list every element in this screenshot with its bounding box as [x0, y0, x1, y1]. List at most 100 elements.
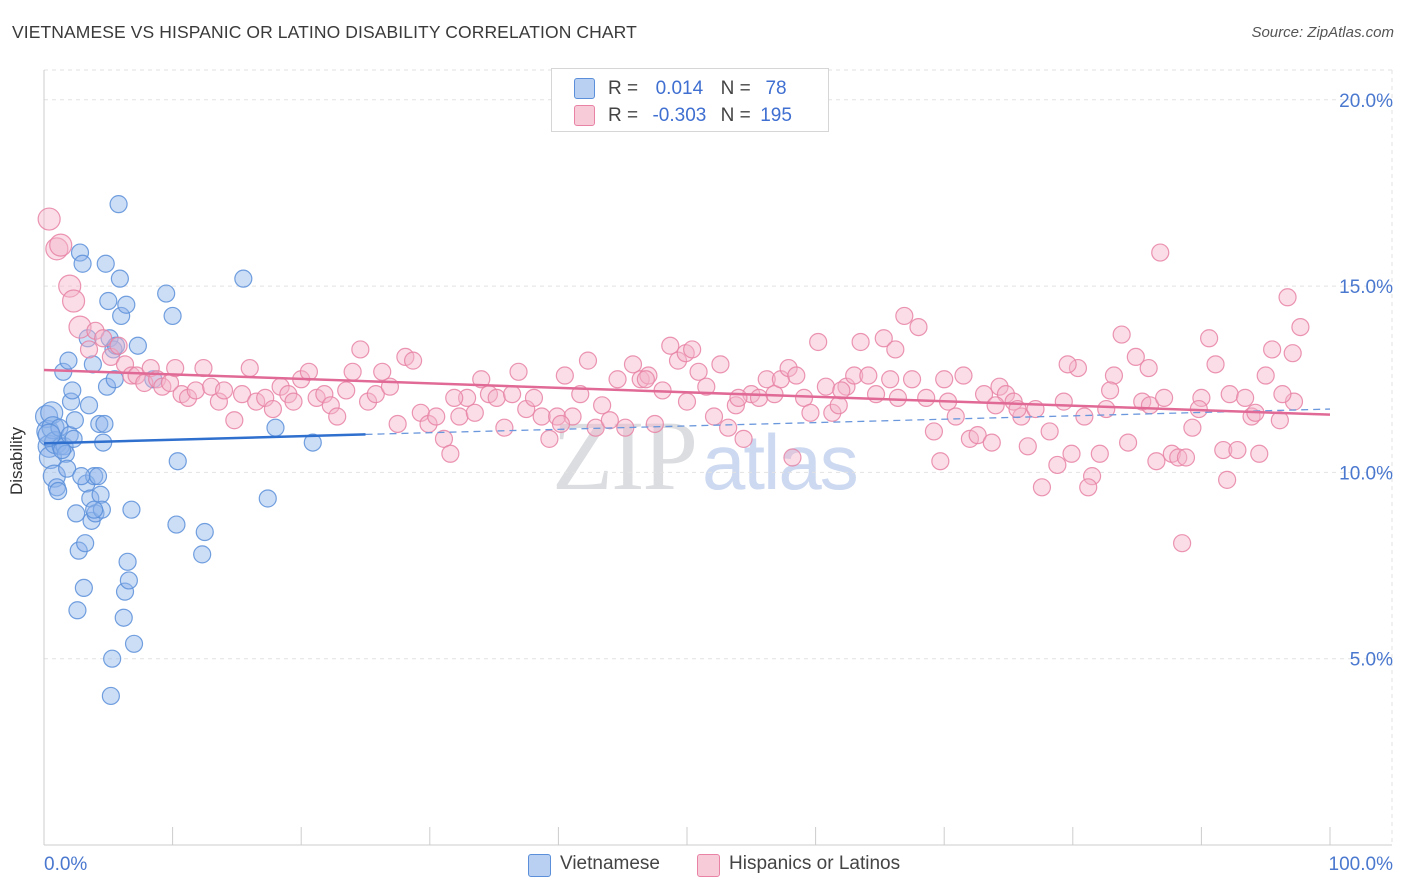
y-tick-label: 20.0% [1339, 91, 1393, 112]
point-vietnamese [157, 284, 176, 303]
point-hispanic [1250, 444, 1269, 463]
point-hispanic [358, 392, 378, 411]
point-hispanic [636, 370, 655, 389]
point-hispanic [829, 396, 848, 415]
point-hispanic [427, 407, 446, 426]
point-hispanic [1126, 347, 1145, 366]
point-vietnamese [303, 433, 322, 452]
point-hispanic [917, 388, 936, 407]
point-hispanic [816, 377, 835, 396]
point-hispanic [779, 358, 798, 378]
point-hispanic [315, 385, 334, 404]
point-hispanic [1176, 448, 1196, 467]
point-hispanic [509, 362, 528, 381]
point-hispanic [450, 407, 469, 426]
point-hispanic [757, 370, 776, 389]
point-hispanic [209, 392, 228, 411]
trend-line-vietnamese [43, 433, 366, 445]
series-legend: Vietnamese Hispanics or Latinos [0, 852, 1406, 878]
point-hispanic [668, 351, 688, 370]
point-hispanic [859, 366, 878, 385]
point-vietnamese [50, 418, 69, 437]
point-hispanic [551, 414, 571, 434]
point-vietnamese [115, 582, 135, 601]
point-hispanic [1018, 437, 1037, 456]
point-hispanic [1100, 381, 1120, 400]
point-hispanic [388, 414, 407, 434]
point-hispanic [809, 332, 828, 352]
point-hispanic [1151, 243, 1170, 262]
point-hispanic [127, 366, 146, 385]
point-vietnamese [58, 459, 77, 478]
point-hispanic [1220, 385, 1239, 404]
point-hispanic [1218, 470, 1237, 489]
point-hispanic [1283, 344, 1302, 363]
legend-swatch-vietnamese [528, 854, 551, 877]
point-vietnamese [103, 649, 122, 668]
point-vietnamese [52, 440, 72, 460]
legend-n-value-vietnamese: 78 [765, 78, 787, 99]
point-hispanic [1236, 388, 1255, 407]
point-hispanic [1139, 358, 1158, 378]
point-hispanic [1155, 388, 1174, 407]
point-hispanic [284, 392, 303, 411]
point-vietnamese [118, 552, 137, 571]
point-hispanic [109, 336, 128, 355]
legend-swatch-hispanic [697, 854, 720, 877]
point-hispanic [1112, 325, 1131, 344]
point-hispanic [1256, 366, 1275, 385]
point-hispanic [487, 388, 506, 407]
tick-labels: 5.0% 10.0% 15.0% 20.0% 0.0% 100.0% [44, 91, 1393, 875]
point-vietnamese [168, 452, 187, 471]
point-hispanic [1263, 340, 1282, 359]
legend-n-label: N = [720, 78, 751, 99]
point-hispanic [931, 452, 950, 471]
point-vietnamese [88, 467, 108, 486]
point-hispanic [1147, 452, 1166, 471]
point-hispanic [240, 358, 259, 378]
point-hispanic [704, 407, 724, 426]
point-hispanic [540, 429, 559, 448]
point-hispanic [586, 418, 605, 437]
point-hispanic [524, 388, 544, 407]
point-hispanic [909, 317, 928, 337]
point-hispanic [895, 306, 914, 326]
point-vietnamese [67, 504, 86, 523]
point-hispanic [990, 377, 1009, 396]
point-hispanic [532, 407, 551, 426]
point-hispanic [600, 411, 619, 430]
point-hispanic [1228, 440, 1247, 460]
point-hispanic [1291, 317, 1310, 337]
point-vietnamese [85, 467, 104, 486]
point-vietnamese [117, 295, 136, 314]
point-hispanic [58, 274, 82, 298]
point-hispanic [697, 377, 716, 396]
point-hispanic [49, 233, 73, 257]
point-hispanic [787, 366, 806, 385]
point-hispanic [166, 358, 185, 378]
point-vietnamese [49, 481, 68, 501]
point-hispanic [94, 329, 113, 348]
legend-r-label: R = [608, 78, 639, 99]
point-hispanic [441, 444, 460, 463]
chart-title: VIETNAMESE VS HISPANIC OR LATINO DISABIL… [12, 22, 637, 42]
point-hispanic [247, 392, 266, 411]
point-vietnamese [59, 351, 78, 370]
point-hispanic [1183, 418, 1202, 437]
point-hispanic [328, 407, 347, 426]
point-vietnamese [112, 306, 131, 326]
point-vietnamese [128, 336, 147, 355]
point-hispanic [68, 315, 92, 339]
point-vietnamese [69, 541, 88, 560]
point-vietnamese [122, 500, 141, 519]
point-vietnamese [92, 500, 111, 519]
point-hispanic [801, 403, 820, 422]
chart-source: Source: ZipAtlas.com [1251, 24, 1394, 41]
point-vietnamese [101, 686, 120, 706]
stats-legend: R = 0.014 N = 78 R = -0.303 N = 195 [551, 68, 829, 132]
point-hispanic [1169, 448, 1188, 467]
point-hispanic [1200, 329, 1219, 348]
point-vietnamese [193, 545, 212, 564]
point-vietnamese [266, 418, 285, 437]
point-hispanic [178, 388, 198, 407]
